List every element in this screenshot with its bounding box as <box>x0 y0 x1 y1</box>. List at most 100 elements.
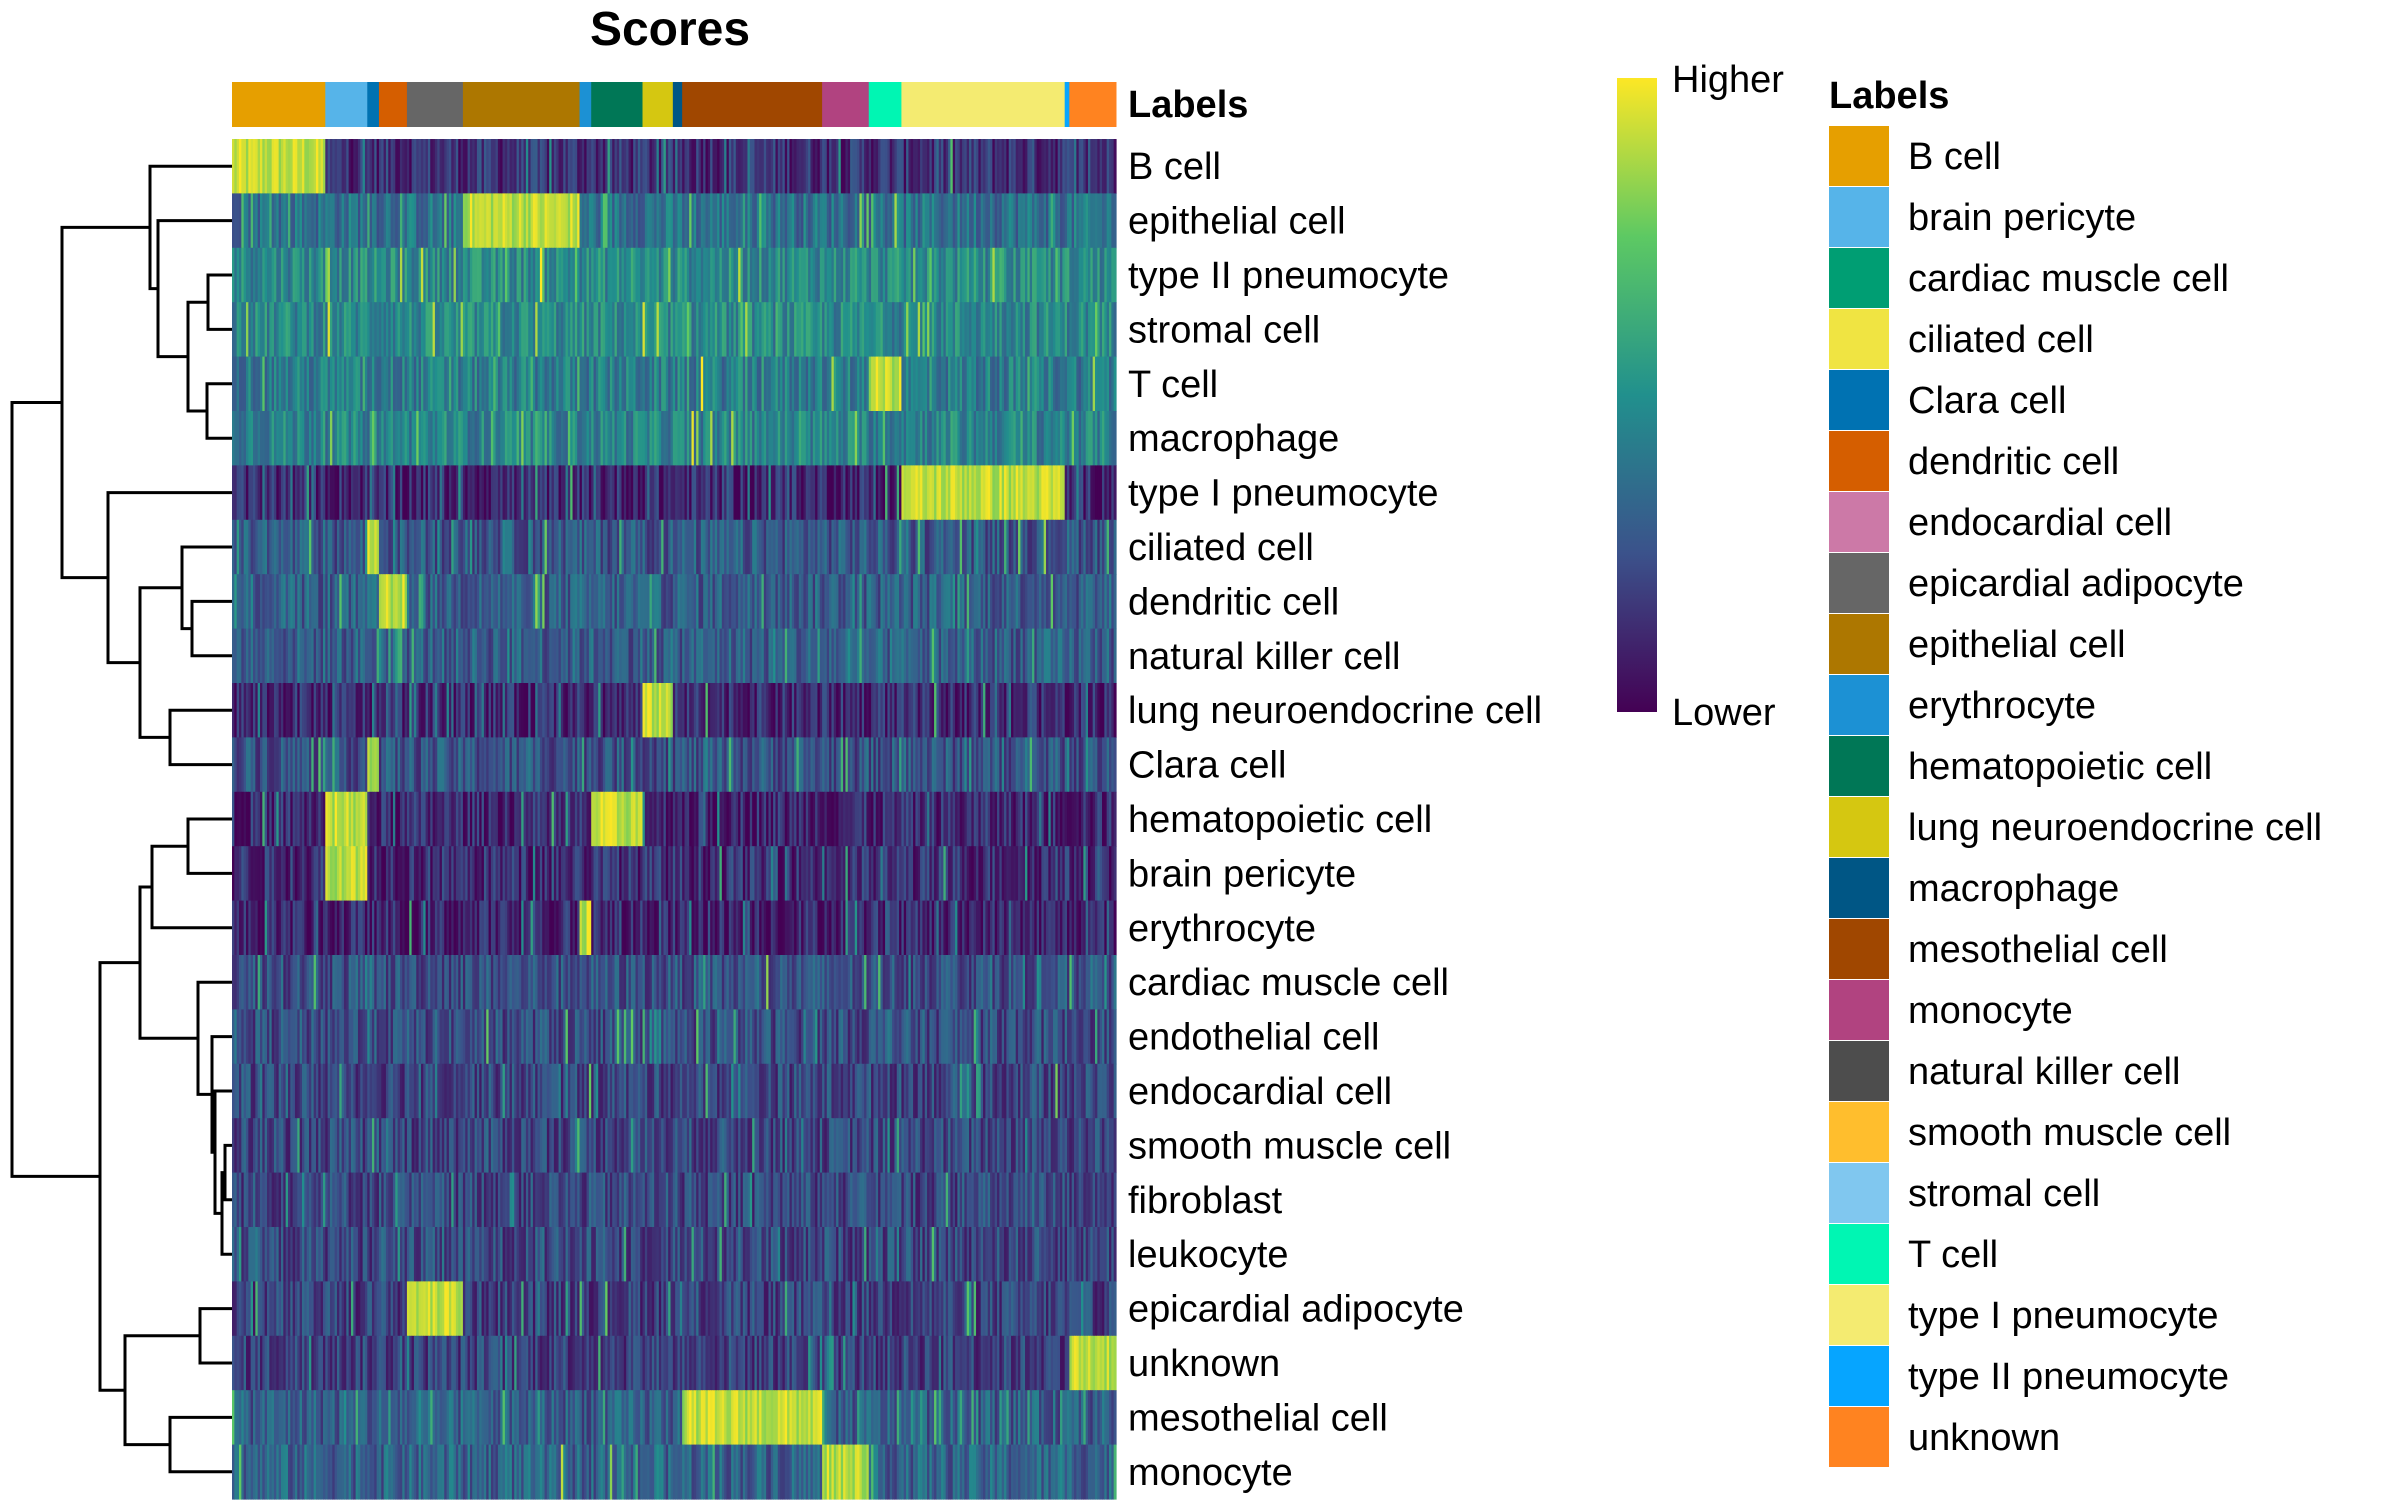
heat-cell <box>308 791 312 847</box>
heat-cell <box>1029 411 1033 466</box>
heat-cell <box>313 193 317 249</box>
heat-cell <box>486 411 490 466</box>
heat-cell <box>1076 519 1080 575</box>
heat-cell <box>859 193 863 249</box>
heat-cell <box>1001 411 1005 466</box>
heat-cell <box>787 465 791 521</box>
heat-cell <box>957 139 961 194</box>
heat-cell <box>572 139 576 194</box>
heat-cell <box>299 139 303 194</box>
heat-cell <box>724 356 728 412</box>
heat-cell <box>390 791 394 847</box>
heat-cell <box>420 574 424 630</box>
heat-cell <box>399 247 403 303</box>
heat-cell <box>1022 465 1026 521</box>
heat-cell <box>479 791 483 847</box>
heat-cell <box>731 628 735 684</box>
heat-cell <box>1043 356 1047 412</box>
heat-cell <box>525 683 529 738</box>
heat-cell <box>402 683 406 738</box>
heat-cell <box>308 356 312 412</box>
heat-cell <box>922 411 926 466</box>
heat-cell <box>887 574 891 630</box>
heat-cell <box>875 193 879 249</box>
heat-cell <box>388 628 392 684</box>
heat-cell <box>859 465 863 521</box>
heat-cell <box>721 247 725 303</box>
heat-cell <box>1085 193 1089 249</box>
heat-cell <box>1111 791 1115 847</box>
heat-cell <box>693 465 697 521</box>
heat-cell <box>1076 574 1080 630</box>
heat-cell <box>882 247 886 303</box>
heat-cell <box>460 683 464 738</box>
heat-cell <box>698 628 702 684</box>
heat-cell <box>777 139 781 194</box>
heat-cell <box>250 519 254 575</box>
heat-cell <box>887 737 891 793</box>
heat-cell <box>339 193 343 249</box>
heat-cell <box>712 193 716 249</box>
heat-cell <box>684 411 688 466</box>
heat-cell <box>535 683 539 738</box>
heat-cell <box>738 737 742 793</box>
heat-cell <box>458 519 462 575</box>
heat-cell <box>861 411 865 466</box>
heat-cell <box>658 193 662 249</box>
heat-cell <box>952 519 956 575</box>
heat-cell <box>584 737 588 793</box>
heat-cell <box>635 302 639 358</box>
heat-cell <box>929 411 933 466</box>
heat-cell <box>577 411 581 466</box>
heat-cell <box>752 628 756 684</box>
heat-cell <box>581 465 585 521</box>
heat-cell <box>843 139 847 194</box>
heat-cell <box>367 356 371 412</box>
heat-cell <box>880 519 884 575</box>
heat-cell <box>411 683 415 738</box>
heat-cell <box>990 356 993 412</box>
heat-cell <box>661 791 665 847</box>
heat-cell <box>602 465 606 521</box>
heat-cell <box>369 574 373 630</box>
heat-cell <box>637 574 641 630</box>
heat-cell <box>889 411 893 466</box>
heat-cell <box>1015 139 1019 194</box>
heat-cell <box>644 465 648 521</box>
heat-cell <box>959 411 963 466</box>
heat-cell <box>770 247 774 303</box>
heat-cell <box>661 465 665 521</box>
heat-cell <box>1004 302 1007 358</box>
heat-cell <box>511 683 515 738</box>
heat-cell <box>327 791 331 847</box>
heat-cell <box>1083 302 1087 358</box>
heat-cell <box>857 302 861 358</box>
heat-cell <box>593 247 597 303</box>
heat-cell <box>250 465 254 521</box>
heat-cell <box>297 791 301 847</box>
heat-cell <box>378 193 382 249</box>
heat-cell <box>651 411 655 466</box>
heat-cell <box>1032 683 1035 738</box>
heat-cell <box>1013 791 1017 847</box>
heat-cell <box>934 139 937 194</box>
heat-cell <box>502 247 506 303</box>
heat-cell <box>920 356 923 412</box>
heat-cell <box>558 356 562 412</box>
heat-cell <box>847 193 851 249</box>
heat-cell <box>990 465 993 521</box>
heat-cell <box>871 193 875 249</box>
heat-cell <box>679 737 683 793</box>
heat-cell <box>313 574 317 630</box>
heat-cell <box>432 519 436 575</box>
heat-cell <box>796 465 800 521</box>
heat-cell <box>773 356 777 412</box>
heat-cell <box>1111 628 1115 684</box>
heat-cell <box>908 628 912 684</box>
heat-cell <box>346 193 350 249</box>
heat-cell <box>574 628 578 684</box>
heat-cell <box>1069 193 1073 249</box>
heat-cell <box>675 302 679 358</box>
heat-cell <box>777 791 781 847</box>
heat-cell <box>649 193 653 249</box>
